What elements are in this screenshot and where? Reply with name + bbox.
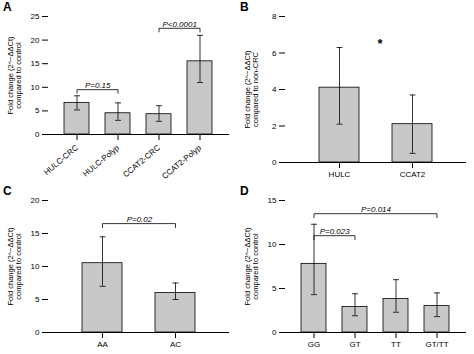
svg-text:0: 0: [35, 130, 40, 139]
svg-text:P=0.15: P=0.15: [85, 81, 111, 90]
svg-text:P<0.0001: P<0.0001: [162, 20, 196, 29]
svg-text:*: *: [378, 36, 384, 51]
svg-text:GT: GT: [349, 340, 360, 349]
svg-text:5: 5: [272, 284, 277, 293]
html-text:D: D: [240, 184, 249, 198]
svg-text:Fold change (2^−ΔΔCt)compared: Fold change (2^−ΔΔCt)compared to control: [243, 227, 260, 305]
svg-text:15: 15: [31, 59, 40, 68]
svg-text:4: 4: [272, 85, 277, 94]
svg-text:P=0.023: P=0.023: [320, 227, 351, 236]
html-text:B: B: [240, 0, 249, 14]
svg-text:CCAT2-Polyp: CCAT2-Polyp: [160, 143, 203, 181]
svg-text:2: 2: [272, 122, 277, 131]
svg-text:Fold change (2^−ΔΔCt)compared: Fold change (2^−ΔΔCt)compared to control: [6, 227, 23, 305]
svg-text:HULC-Polyp: HULC-Polyp: [81, 143, 121, 179]
svg-text:15: 15: [31, 229, 40, 238]
svg-text:5: 5: [35, 106, 40, 115]
svg-text:15: 15: [268, 196, 277, 205]
svg-text:CCAT2-CRC: CCAT2-CRC: [121, 143, 162, 179]
svg-text:6: 6: [272, 49, 277, 58]
svg-text:GG: GG: [308, 340, 320, 349]
svg-text:0: 0: [272, 158, 277, 167]
svg-text:TT: TT: [391, 340, 401, 349]
svg-text:25: 25: [31, 12, 40, 21]
svg-text:AA: AA: [97, 340, 108, 349]
svg-text:AC: AC: [170, 340, 181, 349]
svg-text:HULC-CRC: HULC-CRC: [42, 143, 80, 177]
svg-text:P=0.014: P=0.014: [361, 205, 392, 214]
svg-text:0: 0: [35, 328, 40, 337]
svg-text:GT/TT: GT/TT: [425, 340, 448, 349]
svg-text:10: 10: [268, 240, 277, 249]
svg-text:Fold change (2^−ΔΔCt)compared: Fold change (2^−ΔΔCt)compared to control: [6, 36, 23, 114]
svg-text:10: 10: [31, 83, 40, 92]
svg-text:HULC: HULC: [329, 170, 351, 179]
svg-text:Fold change (2^−ΔΔCt)compared: Fold change (2^−ΔΔCt)compared to non-CRC: [243, 50, 260, 128]
svg-text:0: 0: [272, 328, 277, 337]
html-text:A: A: [3, 0, 12, 14]
svg-text:5: 5: [35, 295, 40, 304]
svg-text:CCAT2: CCAT2: [400, 170, 426, 179]
svg-text:8: 8: [272, 12, 277, 21]
svg-text:20: 20: [31, 196, 40, 205]
svg-text:20: 20: [31, 36, 40, 45]
html-text:C: C: [3, 184, 12, 198]
svg-text:10: 10: [31, 262, 40, 271]
svg-text:P=0.02: P=0.02: [127, 215, 153, 224]
